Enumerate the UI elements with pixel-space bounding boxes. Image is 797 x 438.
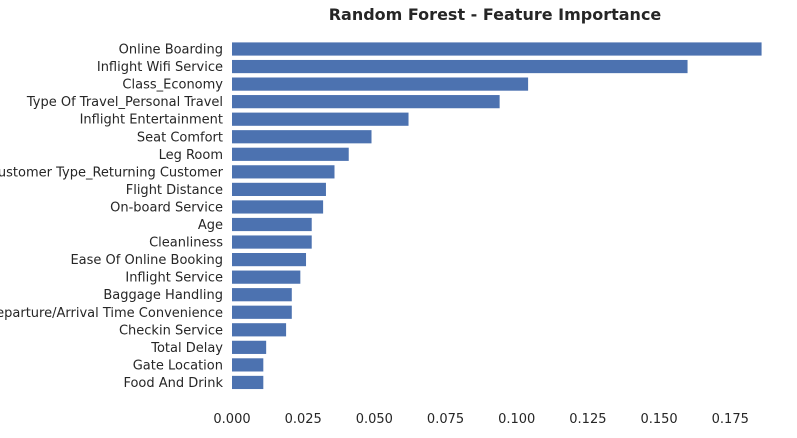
category-label: Online Boarding xyxy=(119,43,223,58)
category-label: Age xyxy=(198,218,223,233)
bar xyxy=(232,270,301,284)
category-label: Departure/Arrival Time Convenience xyxy=(0,306,223,321)
bar xyxy=(232,77,529,91)
bar xyxy=(232,112,409,126)
x-tick-label: 0.125 xyxy=(569,412,606,427)
category-label: Food And Drink xyxy=(123,376,223,391)
bar xyxy=(232,59,688,74)
category-label: Baggage Handling xyxy=(103,288,223,303)
bar xyxy=(232,147,349,161)
x-tick-label: 0.050 xyxy=(356,412,393,427)
bar xyxy=(232,200,324,214)
bar xyxy=(232,340,267,354)
category-label: Flight Distance xyxy=(126,183,223,198)
category-label: Leg Room xyxy=(159,148,223,163)
x-tick-label: 0.150 xyxy=(640,412,677,427)
bar xyxy=(232,42,762,56)
bar xyxy=(232,323,287,337)
category-label: Checkin Service xyxy=(119,323,223,338)
category-label: Type Of Travel_Personal Travel xyxy=(26,95,223,110)
bar xyxy=(232,288,292,302)
category-label: Inflight Wifi Service xyxy=(97,60,223,75)
bar xyxy=(232,182,326,196)
category-labels-group: Online Boarding Inflight Wifi Service Clas… xyxy=(0,43,224,391)
category-label: Inflight Entertainment xyxy=(80,113,223,128)
category-label: Inflight Service xyxy=(125,271,223,286)
category-label: Class_Economy xyxy=(122,78,223,93)
bar xyxy=(232,375,264,390)
chart-title: Random Forest - Feature Importance xyxy=(329,5,662,24)
category-label: Gate Location xyxy=(133,358,223,373)
bar xyxy=(232,95,500,109)
category-label: Total Delay xyxy=(150,341,223,356)
category-label: Ease Of Online Booking xyxy=(70,253,223,268)
x-tick-label: 0.175 xyxy=(712,412,749,427)
bar xyxy=(232,130,372,144)
category-label: Customer Type_Returning Customer xyxy=(0,165,224,180)
bar xyxy=(232,253,307,267)
x-tick-label: 0.000 xyxy=(213,412,250,427)
bars-group xyxy=(232,42,762,390)
x-tick-label: 0.025 xyxy=(285,412,322,427)
bar xyxy=(232,305,292,319)
bar xyxy=(232,165,335,179)
category-label: On-board Service xyxy=(110,200,223,215)
bar xyxy=(232,235,312,249)
bar xyxy=(232,217,312,232)
x-tick-label: 0.075 xyxy=(427,412,464,427)
category-label: Seat Comfort xyxy=(137,130,223,145)
bar xyxy=(232,358,264,372)
x-tick-labels-group: 0.000 0.025 0.050 0.075 0.100 0.125 0.150 0.175 xyxy=(213,412,748,427)
category-label: Cleanliness xyxy=(149,236,223,251)
x-tick-label: 0.100 xyxy=(498,412,535,427)
